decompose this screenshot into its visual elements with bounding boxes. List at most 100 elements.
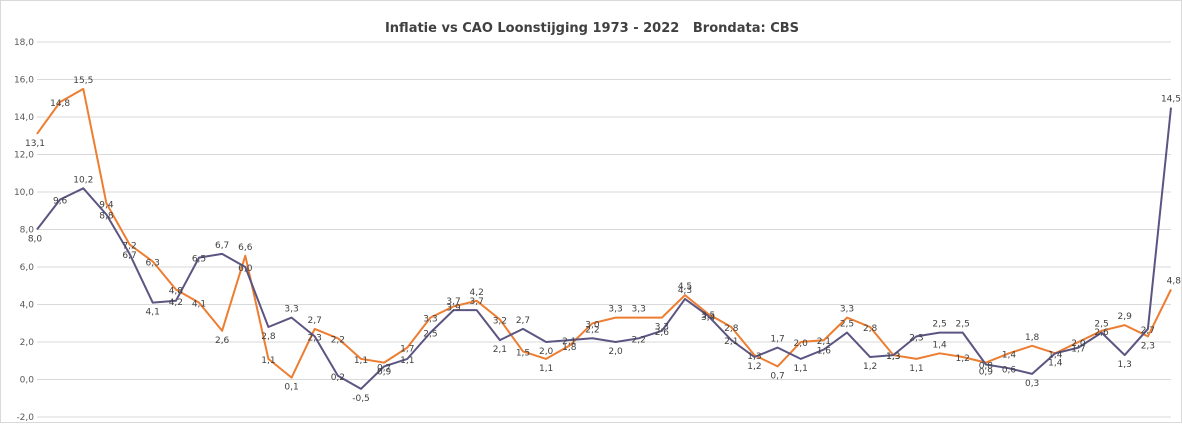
data-label: 4,5 [678, 282, 692, 292]
data-label: 1,8 [562, 343, 577, 353]
data-label: 1,3 [886, 352, 900, 362]
y-tick-label: -2,0 [16, 413, 34, 423]
data-label: 2,5 [1094, 320, 1108, 330]
data-label: 2,0 [539, 347, 554, 357]
chart-title: Inflatie vs CAO Loonstijging 1973 - 2022… [384, 21, 800, 36]
y-tick-label: 16,0 [14, 76, 34, 86]
data-label: -0,5 [352, 394, 370, 404]
data-label: 2,2 [585, 325, 599, 335]
y-tick-label: 8,0 [20, 226, 35, 236]
data-label: 6,0 [238, 264, 253, 274]
data-label: 1,2 [747, 362, 761, 372]
data-label: 3,3 [655, 323, 669, 333]
data-label: 1,7 [770, 335, 784, 345]
data-label: 6,7 [215, 241, 229, 251]
data-label: 6,7 [122, 251, 136, 261]
data-label: 1,3 [886, 352, 900, 362]
data-label: 1,1 [354, 356, 368, 366]
data-label: 8,0 [28, 235, 43, 245]
data-label: 3,3 [284, 305, 298, 315]
data-label: 4,1 [146, 308, 160, 318]
data-label: 4,8 [169, 287, 184, 297]
data-label: 1,1 [794, 364, 808, 374]
data-label: 2,5 [956, 320, 970, 330]
data-label: 0,8 [979, 362, 994, 372]
data-label: 0,9 [979, 368, 994, 378]
y-tick-label: 12,0 [14, 151, 34, 161]
data-label: 2,6 [215, 336, 230, 346]
data-label: 4,2 [169, 298, 183, 308]
data-label: 2,2 [632, 335, 646, 345]
data-label: 2,3 [308, 333, 322, 343]
data-label: 1,7 [400, 345, 414, 355]
data-label: 2,3 [1141, 341, 1155, 351]
data-label: 2,8 [863, 324, 878, 334]
data-label: 2,7 [1141, 326, 1155, 336]
data-label: 1,8 [1025, 333, 1040, 343]
data-label: 4,3 [678, 286, 692, 296]
data-label: 3,0 [585, 320, 600, 330]
data-label: 2,6 [1094, 328, 1109, 338]
data-label: 2,1 [817, 337, 831, 347]
data-label: 2,1 [562, 337, 576, 347]
data-label: 1,2 [863, 362, 877, 372]
data-label: 1,1 [909, 364, 923, 374]
data-label: 10,2 [73, 175, 93, 185]
data-label: 1,1 [400, 356, 414, 366]
series-line-1 [36, 87, 1172, 379]
data-label: 2,0 [608, 347, 623, 357]
y-tick-label: 10,0 [14, 188, 34, 198]
data-label: 3,7 [470, 297, 484, 307]
data-label: 3,2 [493, 317, 507, 327]
data-label: 2,7 [308, 316, 322, 326]
data-label: 0,2 [331, 373, 345, 383]
data-label: 1,7 [1071, 345, 1085, 355]
data-label: 2,6 [655, 328, 670, 338]
data-label: 4,8 [1167, 277, 1182, 287]
series-line-2 [36, 107, 1172, 390]
data-label: 2,8 [724, 324, 739, 334]
data-label: 0,1 [284, 383, 298, 393]
data-label: 1,5 [516, 348, 530, 358]
data-label: 1,4 [1002, 350, 1017, 360]
data-label: 9,6 [53, 197, 68, 207]
data-label: 13,1 [25, 139, 45, 149]
data-label: 1,3 [1118, 360, 1132, 370]
data-label: 2,3 [909, 333, 923, 343]
y-tick-label: 4,0 [20, 301, 35, 311]
data-label: 0,7 [377, 363, 391, 373]
data-label: 2,5 [932, 320, 946, 330]
data-label: 2,7 [516, 316, 530, 326]
data-label: 6,3 [146, 258, 160, 268]
data-label: 0,7 [770, 371, 784, 381]
data-label: 1,4 [1048, 350, 1063, 360]
data-label: 14,5 [1161, 95, 1181, 105]
y-tick-label: 18,0 [14, 38, 34, 48]
data-label: 2,0 [794, 339, 809, 349]
data-label: 1,3 [747, 352, 761, 362]
data-label: 3,7 [446, 297, 460, 307]
data-label: 6,6 [238, 243, 253, 253]
data-label: 14,8 [50, 99, 70, 109]
data-label: 3,3 [632, 305, 646, 315]
data-label: 3,5 [701, 311, 715, 321]
y-tick-label: 6,0 [20, 263, 35, 273]
data-label: 2,2 [331, 335, 345, 345]
data-label: 2,1 [724, 337, 738, 347]
data-label: 0,6 [1002, 365, 1017, 375]
data-label: 4,1 [192, 300, 206, 310]
data-label: 2,5 [840, 320, 854, 330]
data-label: 8,8 [99, 212, 114, 222]
data-label: 2,0 [1071, 339, 1086, 349]
data-label: 6,5 [192, 255, 206, 265]
y-tick-label: 0,0 [20, 376, 35, 386]
data-label: 0,9 [377, 368, 392, 378]
data-label: 2,5 [423, 330, 437, 340]
data-label: 2,8 [261, 332, 276, 342]
data-label: 3,9 [446, 303, 461, 313]
y-tick-label: 2,0 [20, 338, 35, 348]
data-label: 4,2 [470, 288, 484, 298]
data-label: 1,4 [932, 340, 947, 350]
data-label: 1,2 [956, 354, 970, 364]
